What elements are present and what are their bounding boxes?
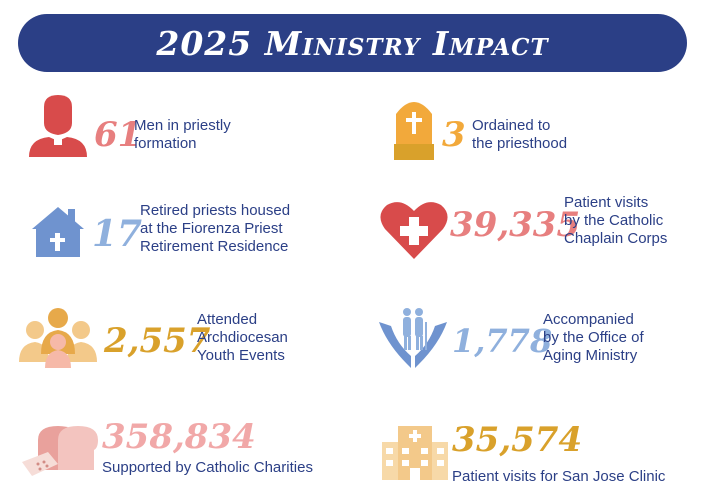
stat-label: Retired priests housed at the Fiorenza Pr… — [140, 202, 291, 255]
stat-label: Patient visits by the Catholic Chaplain Co… — [564, 194, 668, 247]
stat-label: Supported by Catholic Charities — [102, 459, 313, 476]
title-banner: 2025 Ministry Impact — [18, 14, 687, 72]
bread-icon — [22, 426, 98, 476]
page-title: 2025 Ministry Impact — [156, 23, 549, 63]
stat-label: Ordained to the priesthood — [472, 117, 568, 152]
hands-elderly-icon — [379, 308, 447, 368]
stat-value: 3 — [442, 115, 466, 155]
stat-value: 39,335 — [450, 205, 581, 245]
stat-value: 2,557 — [104, 321, 211, 361]
clinic-icon — [382, 426, 448, 480]
priest-icon — [29, 95, 87, 157]
mitre-icon — [394, 102, 434, 160]
stat-value: 35,574 — [452, 420, 583, 460]
stat-label: Men in priestly formation — [134, 117, 231, 152]
stat-value: 61 — [94, 115, 142, 155]
stat-value: 358,834 — [102, 417, 256, 457]
stat-label: Patient visits for San Jose Clinic — [452, 468, 666, 485]
stat-label: Accompanied by the Office of Aging Ministr… — [543, 311, 644, 364]
stat-value: 17 — [92, 213, 143, 255]
stat-value: 1,778 — [452, 322, 553, 360]
heart-cross-icon — [380, 202, 448, 259]
house-icon — [32, 207, 84, 257]
stat-label: Attended Archdiocesan Youth Events — [197, 311, 288, 364]
youth-group-icon — [19, 308, 97, 368]
